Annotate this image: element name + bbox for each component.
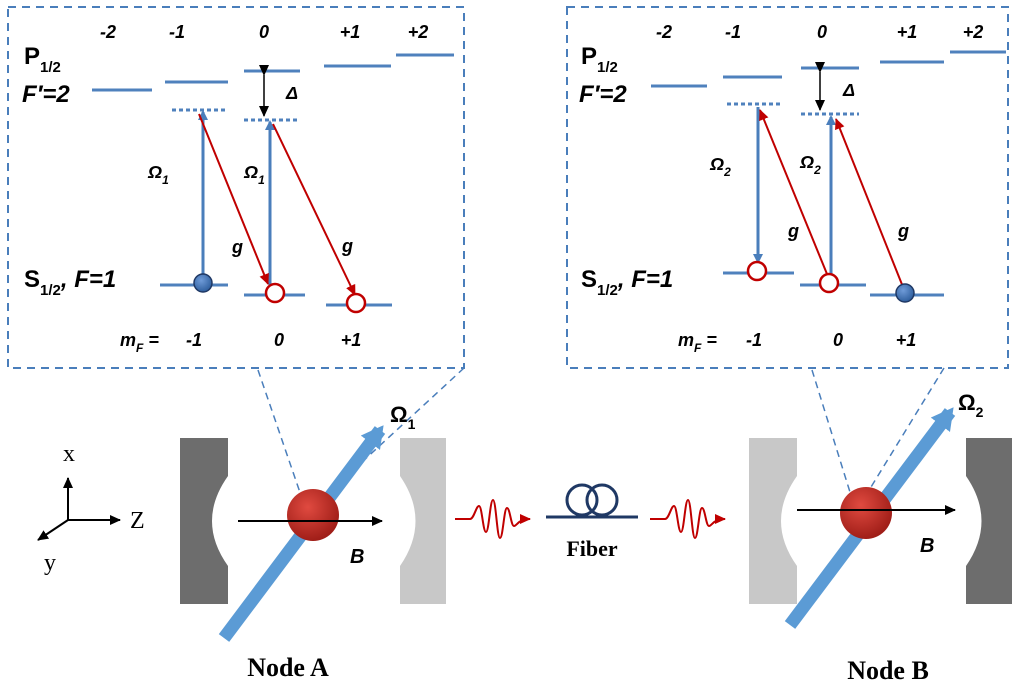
fiber-coil [585,483,619,517]
panel-b-excited-label: P1/2 [581,43,618,76]
panel-b-omega-label: Ω2 [709,154,731,179]
panel-a-g-label: g [231,237,243,257]
axis-y-label: y [44,550,56,576]
node-a-atom [287,489,339,541]
node-b-zoom-line [859,367,945,506]
panel-a-excited-f: F′=2 [22,81,70,108]
panel-b-mf-top-label: -2 [656,22,672,42]
node-b-right-mirror [966,438,1012,604]
fiber-label: Fiber [566,536,618,561]
panel-a-level-diagram: -2 -1 0 +1 +2 P1/2 F′=2 Δ [7,6,465,369]
axis-y-arrow [37,519,69,541]
photon-wavepacket-left [455,498,531,540]
panel-b-detuning-label: Δ [842,80,855,100]
panel-a-mf-top-label: -2 [100,22,116,42]
panel-b-ground-label: S1/2, F=1 [581,266,673,299]
panel-b-mf-prefix: mF = [678,330,717,355]
panel-a-mf-top-label: -1 [169,22,185,42]
panel-b-occupied-state [895,283,915,303]
node-b-atom [840,487,892,539]
panel-a-mf-bottom-label: 0 [274,330,284,350]
panel-a-mf-bottom-label: -1 [186,330,202,350]
panel-b-mf-bottom-label: +1 [896,330,917,350]
node-b-label: Node B [847,656,929,684]
panel-a-mf-prefix: mF = [120,330,159,355]
panel-a-mf-top-label: 0 [259,22,269,42]
node-a-cavity: B Ω1 Node A [180,367,465,682]
panel-b-mf-top-label: +1 [897,22,918,42]
panel-b-g-label: g [787,221,799,241]
panel-a-cavity-arrow [272,123,356,296]
panel-b-cavity-arrow [759,109,828,275]
photon-channel: Fiber [455,483,726,561]
node-a-b-field-label: B [350,546,364,568]
panel-a-mf-bottom-label: +1 [341,330,362,350]
panel-b-mf-bottom-label: 0 [833,330,843,350]
fiber-coil [565,483,599,517]
panel-a-ground-label: S1/2, F=1 [24,266,116,299]
panel-a-g-label: g [341,236,353,256]
panel-b-level-diagram: -2 -1 0 +1 +2 P1/2 F′=2 Δ [566,6,1009,369]
panel-a-cavity-arrow [198,113,269,285]
panel-b-empty-state [746,260,768,282]
axis-z-label: Z [130,508,145,534]
node-a-zoom-line [257,369,307,511]
node-b-b-field-label: B [920,535,934,557]
panel-a-mf-top-label: +1 [340,22,361,42]
node-b-cavity: B Ω2 Node B [749,367,1012,684]
panel-b-cavity-arrow [835,118,904,288]
panel-a-occupied-state [193,273,213,293]
node-a-label: Node A [247,653,329,682]
coordinate-axes: x Z y [37,441,145,576]
node-b-zoom-line [811,369,855,506]
panel-a-detuning-label: Δ [285,83,298,103]
panel-b-mf-top-label: -1 [725,22,741,42]
panel-a-omega-label: Ω1 [147,162,169,187]
node-b-left-mirror [749,438,797,604]
panel-b-mf-top-label: 0 [817,22,827,42]
panel-b-excited-f: F′=2 [579,81,627,108]
panel-b-frame [566,6,1009,369]
node-b-beam-label: Ω2 [958,390,984,420]
panel-a-omega-label: Ω1 [243,162,265,187]
node-a-left-mirror [180,438,228,604]
panel-a-empty-state [345,292,367,314]
panel-a-empty-state [264,282,286,304]
panel-b-empty-state [818,272,840,294]
node-a-right-mirror [400,438,446,604]
panel-a-mf-top-label: +2 [408,22,429,42]
panel-b-g-label: g [897,221,909,241]
panel-a-frame [7,6,465,369]
node-a-beam-label: Ω1 [390,402,416,432]
panel-b-mf-bottom-label: -1 [746,330,762,350]
panel-a-excited-label: P1/2 [24,43,61,76]
panel-b-omega-label: Ω2 [799,152,821,177]
photon-wavepacket-right [650,498,726,540]
axis-x-label: x [63,441,75,467]
panel-b-mf-top-label: +2 [963,22,984,42]
